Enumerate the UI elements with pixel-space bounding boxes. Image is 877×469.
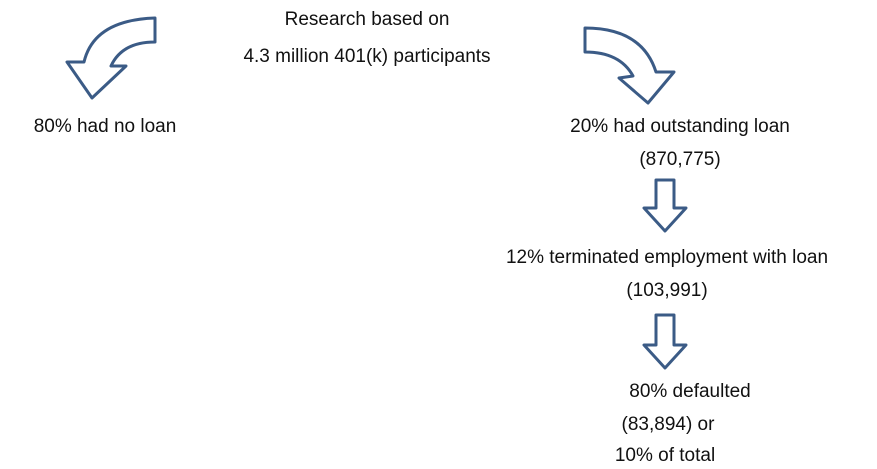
node-text: (83,894) or (622, 414, 716, 435)
curved-arrow-right (583, 26, 676, 105)
node-text: (870,775) (639, 149, 720, 170)
curved-arrow-left (65, 16, 157, 100)
down-arrow (642, 313, 688, 370)
node-text: 10% of total (615, 445, 715, 466)
header-line: Research based on (285, 9, 450, 30)
node-text: 80% had no loan (34, 116, 177, 137)
node-text: 80% defaulted (629, 381, 751, 402)
down-arrow (642, 178, 688, 233)
node-text: (103,991) (626, 280, 707, 301)
node-text: 20% had outstanding loan (570, 116, 790, 137)
node-text: 12% terminated employment with loan (506, 247, 828, 268)
header-line: 4.3 million 401(k) participants (243, 46, 490, 67)
